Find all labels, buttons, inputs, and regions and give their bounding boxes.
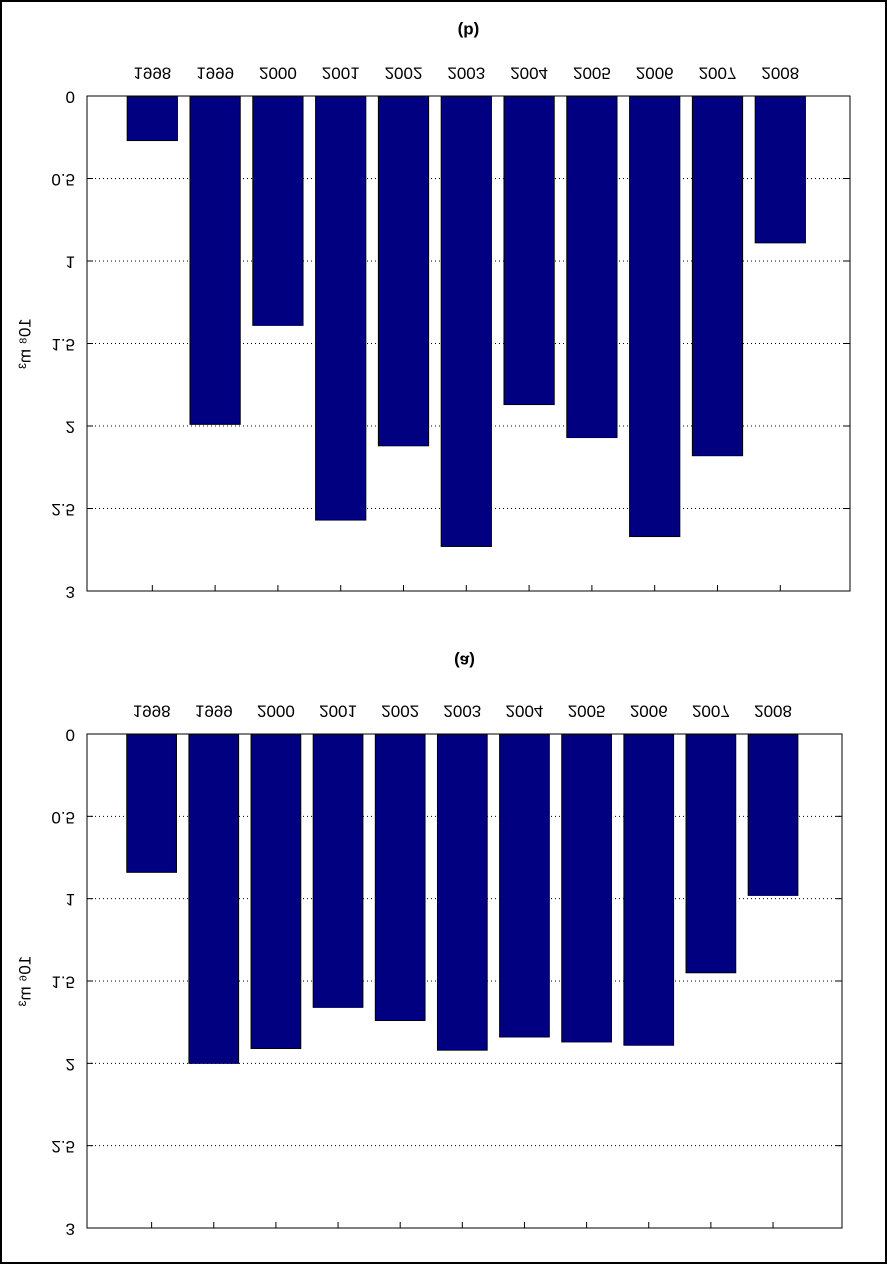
- bar: [126, 733, 177, 873]
- y-tick-label: 0.5: [51, 170, 75, 189]
- bar: [436, 733, 488, 1051]
- bar: [374, 733, 426, 1022]
- bar: [499, 733, 550, 1038]
- x-tick-label: 1999: [195, 702, 233, 721]
- y-tick-label: 1.5: [51, 335, 75, 354]
- y-axis-label: 10⁶ m³: [15, 956, 34, 1007]
- x-tick-label: 2008: [754, 702, 792, 721]
- bar: [561, 733, 612, 1043]
- bar: [189, 95, 241, 425]
- bar: [188, 733, 240, 1064]
- y-tick-label: 1.5: [51, 973, 75, 992]
- y-tick-label: 2: [66, 418, 75, 437]
- x-tick-label: 2004: [506, 702, 544, 721]
- x-tick-label: 2000: [259, 64, 297, 83]
- y-tick-label: 3: [66, 583, 75, 602]
- bar: [315, 95, 367, 521]
- y-tick-label: 2.5: [51, 500, 75, 519]
- x-tick-label: 1998: [133, 702, 171, 721]
- x-tick-label: 1999: [196, 64, 234, 83]
- x-tick-label: 2007: [699, 64, 737, 83]
- bar: [440, 95, 492, 547]
- bar: [623, 733, 675, 1046]
- bar: [685, 733, 737, 974]
- x-tick-label: 2008: [761, 64, 799, 83]
- chart-title: (a): [454, 652, 475, 671]
- y-axis-label: 10⁸ m³: [15, 318, 34, 369]
- bar: [754, 95, 806, 244]
- x-tick-label: 2007: [692, 702, 730, 721]
- y-tick-label: 0.5: [51, 808, 75, 827]
- x-tick-label: 2005: [573, 64, 611, 83]
- chart-title: (b): [458, 22, 480, 41]
- bar: [377, 95, 430, 447]
- x-tick-label: 2001: [319, 702, 357, 721]
- bar: [312, 733, 364, 1008]
- x-tick-label: 2001: [322, 64, 360, 83]
- y-tick-label: 3: [66, 1220, 75, 1239]
- y-tick-label: 2: [66, 1055, 75, 1074]
- y-tick-label: 2.5: [51, 1137, 75, 1156]
- x-tick-label: 1998: [133, 64, 171, 83]
- bar: [747, 733, 799, 896]
- x-tick-label: 2002: [381, 702, 419, 721]
- bar: [126, 95, 178, 142]
- x-tick-label: 2004: [510, 64, 548, 83]
- x-tick-label: 2000: [257, 702, 295, 721]
- x-tick-label: 2006: [636, 64, 674, 83]
- y-tick-label: 1: [66, 890, 75, 909]
- x-tick-label: 2002: [385, 64, 423, 83]
- y-tick-label: 0: [66, 726, 75, 745]
- bar: [691, 95, 744, 457]
- x-tick-label: 2003: [443, 702, 481, 721]
- bar: [566, 95, 618, 439]
- x-tick-label: 2006: [630, 702, 668, 721]
- y-tick-label: 0: [66, 88, 75, 107]
- y-tick-label: 1: [66, 253, 75, 272]
- bar: [250, 733, 302, 1050]
- bar: [252, 95, 304, 326]
- x-tick-label: 2005: [568, 702, 606, 721]
- bar: [629, 95, 681, 538]
- bar: [503, 95, 555, 406]
- x-tick-label: 2003: [447, 64, 485, 83]
